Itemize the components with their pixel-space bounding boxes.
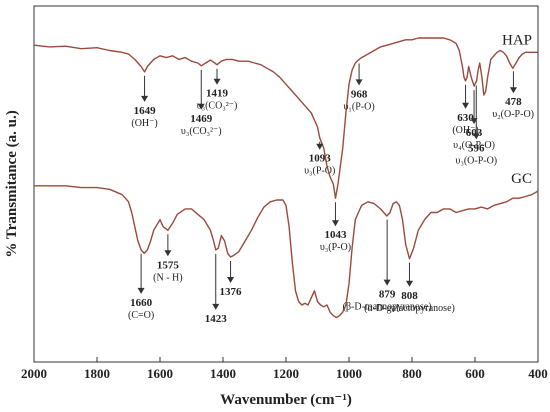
annotation-label-879: (β-D-mannopyranose) [343,302,432,313]
x-tick-label: 1400 [210,366,236,381]
annotation-value-879: 879 [379,289,396,301]
annotation-value-1423: 1423 [205,313,228,325]
annotation-label-1649: (OH⁻) [131,118,157,129]
annotation-label-1469: υ₃(CO₃²⁻) [181,126,222,137]
annotation-value-968: 968 [351,88,368,100]
x-tick-label: 1600 [147,366,173,381]
annotation-label-1043: υ₃(P-O) [320,242,351,253]
x-axis-title: Wavenumber (cm⁻¹) [220,392,352,408]
annotation-label-1575: (N - H) [153,272,182,283]
annotation-value-1469: 1469 [190,113,213,125]
annotation-arrowhead-879 [383,279,391,286]
annotation-value-1575: 1575 [157,259,180,271]
series-line-hap [33,37,538,199]
annotation-label-1419: υ₃(CO₃²⁻) [197,101,238,112]
annotation-label-1093: υ₃(P-O) [304,166,335,177]
annotation-value-630: 630 [457,112,474,124]
annotation-label-596: υ₃(O-P-O) [455,155,497,166]
annotation-layer: 1649(OH⁻) 1469υ₃(CO₃²⁻)1419υ₃(CO₃²⁻)1093υ… [128,63,534,325]
annotation-value-1043: 1043 [324,229,347,241]
annotation-value-1649: 1649 [134,105,157,117]
y-axis-title: % Transmitance (a. u.) [4,110,20,257]
annotation-label-808: (α-D-galactopyranose) [364,303,455,314]
annotation-label-968: υ₁(P-O) [343,101,374,112]
series-label-gc: GC [511,171,532,187]
x-tick-label: 1000 [336,366,362,381]
annotation-label-478: υ₂(O-P-O) [492,109,534,120]
x-tick-label: 2000 [21,366,47,381]
x-tick-label: 1800 [84,366,110,381]
annotation-arrowhead-1660 [137,287,145,294]
annotation-value-596: 596 [468,142,485,154]
annotation-arrowhead-1419 [213,78,221,85]
annotation-arrowhead-1575 [164,250,172,257]
annotation-arrowhead-596 [472,133,480,140]
annotation-label-603: υ₄(O-P-O) [453,140,495,151]
annotation-arrowhead-808 [405,280,413,287]
x-tick-label: 1200 [273,366,299,381]
annotation-arrowhead-1093 [316,143,324,150]
annotation-arrowhead-478 [509,87,517,94]
annotation-arrowhead-968 [355,79,363,86]
annotation-arrowhead-1043 [331,220,339,227]
annotation-value-603: 603 [466,127,483,139]
annotation-value-1093: 1093 [309,153,332,165]
annotation-label-630: (OH⁻) [452,125,478,136]
x-axis-ticks: 2000 1800 1600 1400 1200 1000 800 600 400 [21,357,548,381]
annotation-value-1376: 1376 [220,286,243,298]
series-layer: HAP GC [33,32,539,319]
annotation-value-808: 808 [401,290,418,302]
series-label-hap: HAP [502,32,532,48]
x-tick-label: 600 [465,366,485,381]
annotation-value-1419: 1419 [206,88,229,100]
annotation-arrowhead-1423 [212,303,220,310]
x-tick-label: 800 [402,366,422,381]
annotation-arrowhead-1376 [227,276,235,283]
annotation-value-1660: 1660 [130,297,153,309]
annotation-arrowhead-630 [462,102,470,109]
annotation-value-478: 478 [505,96,522,108]
annotation-label-1660: (C=O) [128,310,154,321]
series-line-gc [34,185,539,319]
x-tick-label: 400 [528,366,548,381]
plot-frame [33,5,539,363]
annotation-arrowhead-1649 [141,95,149,102]
annotation-arrowhead-1469 [197,103,205,110]
